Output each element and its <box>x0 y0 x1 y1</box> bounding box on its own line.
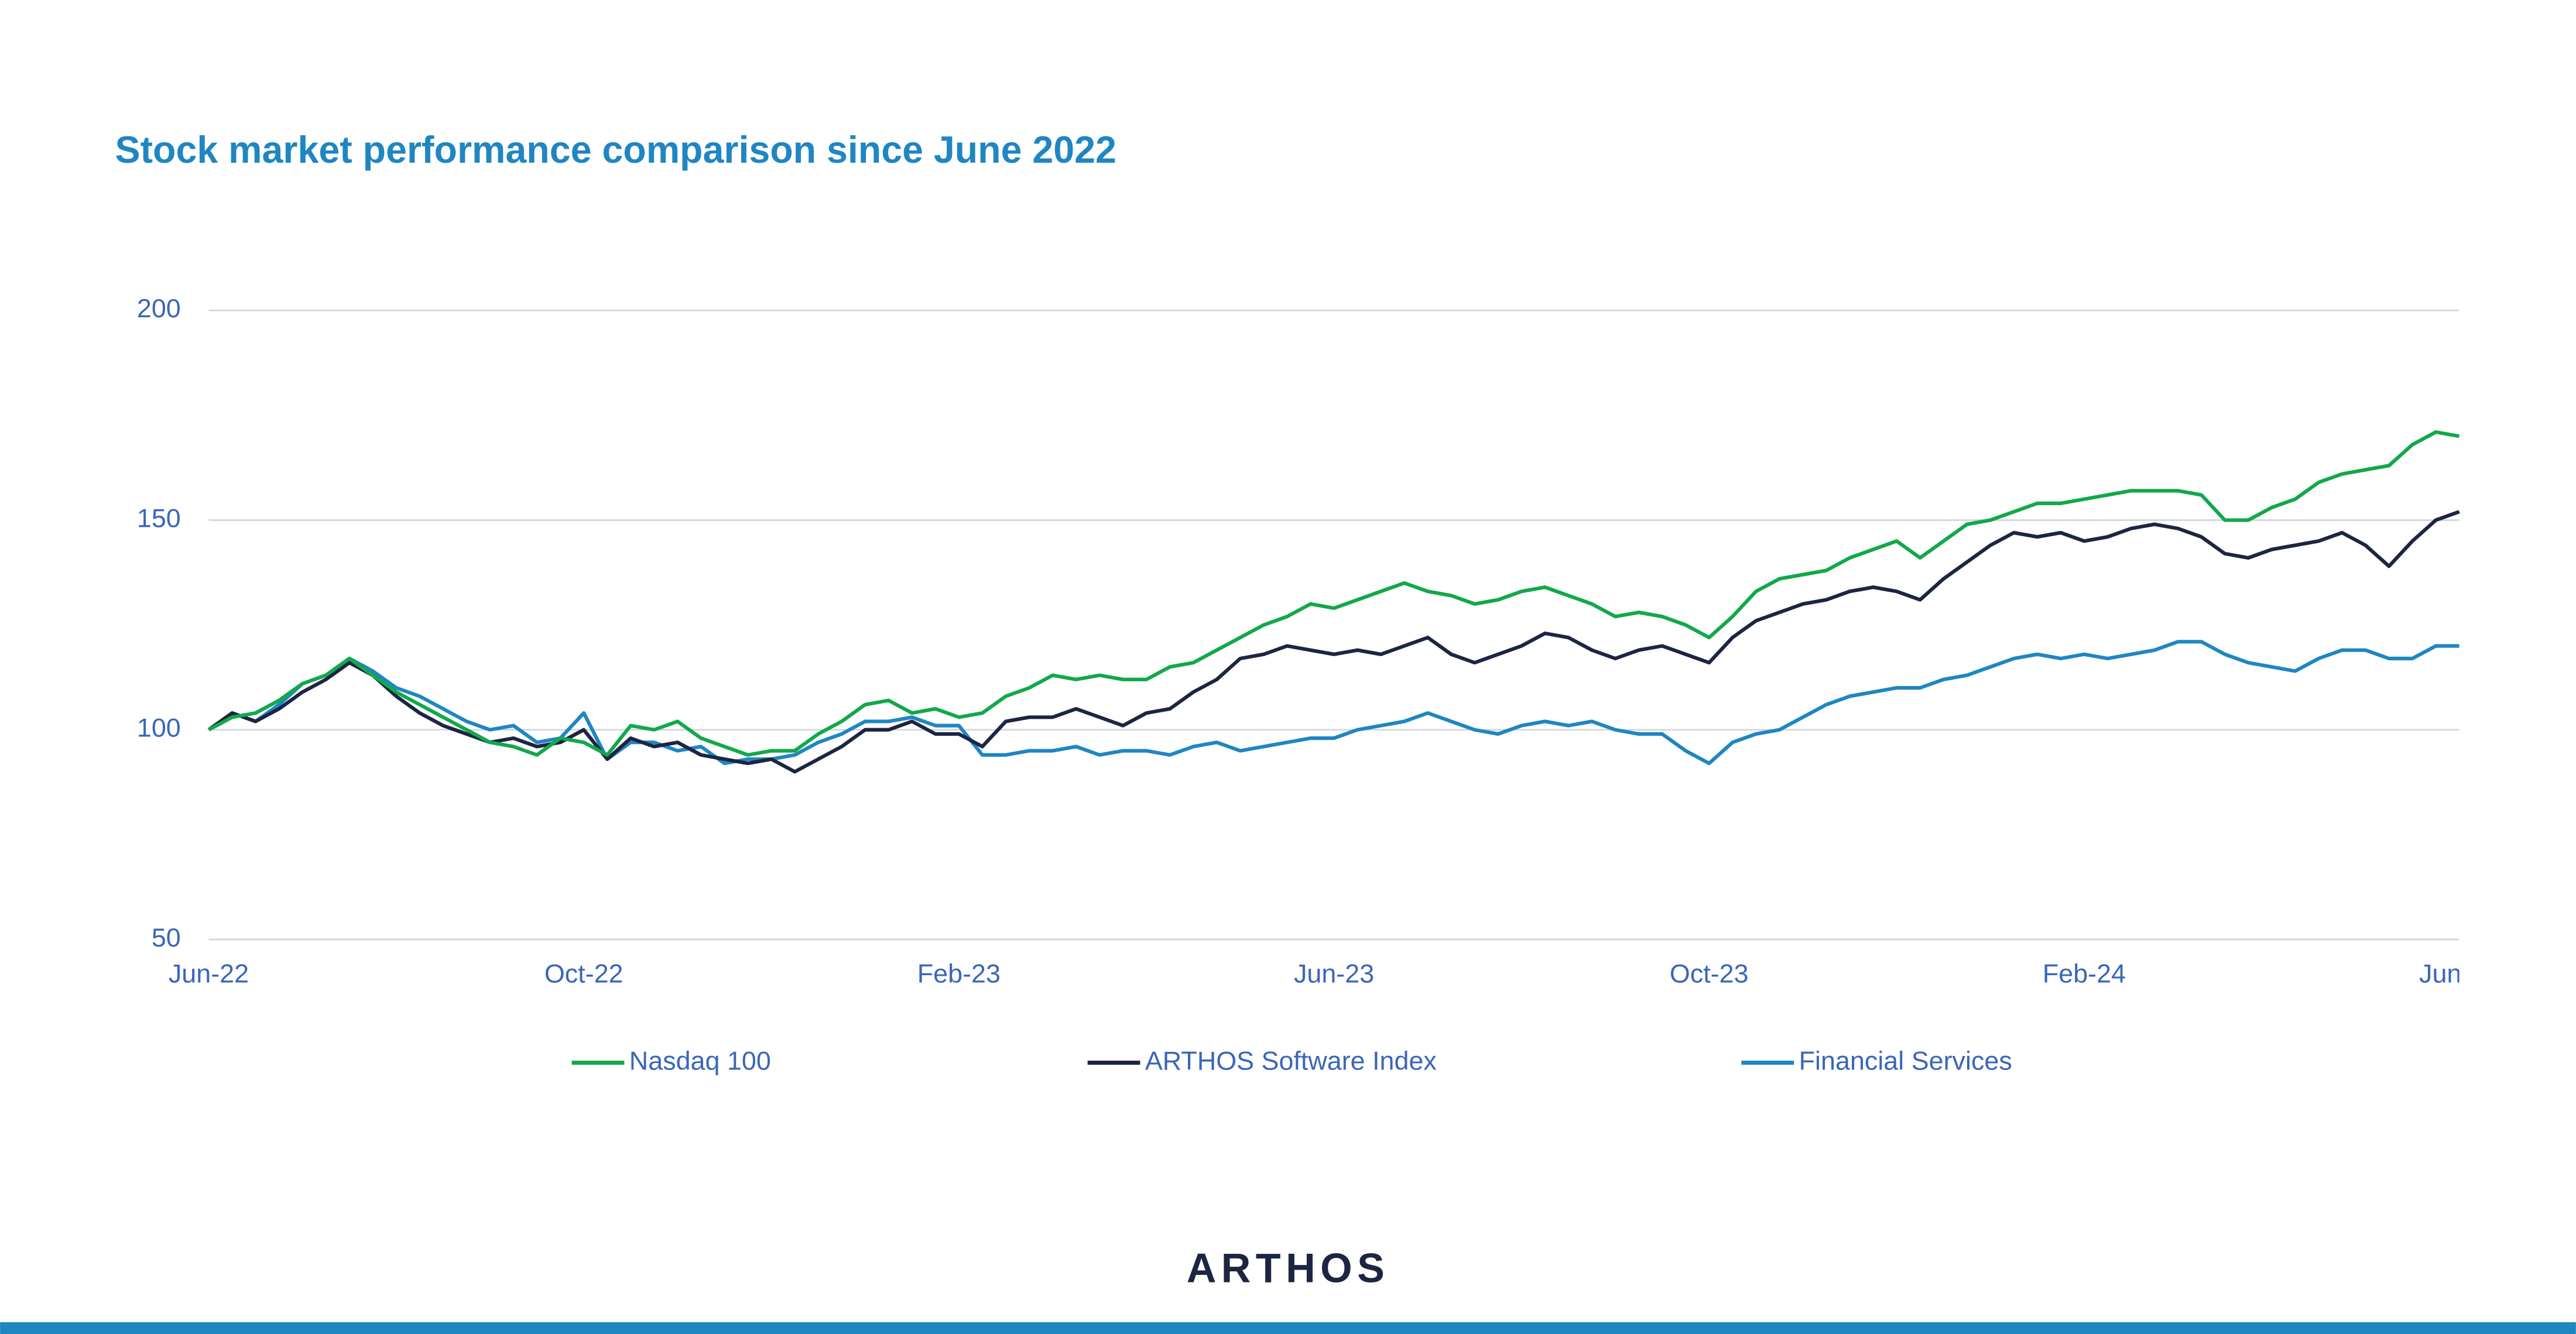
x-tick-label: Jun-22 <box>169 959 249 989</box>
x-axis-labels: Jun-22 Oct-22 Feb-23 Jun-23 Oct-23 Feb-24 Jun-… <box>169 959 2499 989</box>
x-tick-label: Feb-24 <box>2043 959 2126 989</box>
y-tick-label: 200 <box>137 293 181 323</box>
x-tick-label: Oct-22 <box>544 959 624 989</box>
y-tick-label: 50 <box>152 923 181 952</box>
x-tick-label: Feb-23 <box>917 959 1001 989</box>
legend-label: Financial Services <box>1799 1045 2012 1075</box>
series-line <box>207 640 2459 766</box>
brand-logo: ARTHOS <box>1187 1245 1390 1291</box>
chart-title: Stock market performance comparison sinc… <box>115 129 1116 171</box>
y-tick-label: 150 <box>137 503 181 533</box>
x-tick-label: Oct-23 <box>1670 959 1749 989</box>
legend-label: Nasdaq 100 <box>629 1045 771 1075</box>
footer-bar <box>0 1322 2576 1334</box>
y-tick-label: 100 <box>137 713 181 743</box>
series-line <box>208 430 2460 757</box>
legend-label: ARTHOS Software Index <box>1145 1045 1437 1075</box>
series-line <box>207 510 2460 774</box>
x-tick-label: Jun-24 <box>2419 959 2499 989</box>
x-tick-label: Jun-23 <box>1294 959 1374 989</box>
